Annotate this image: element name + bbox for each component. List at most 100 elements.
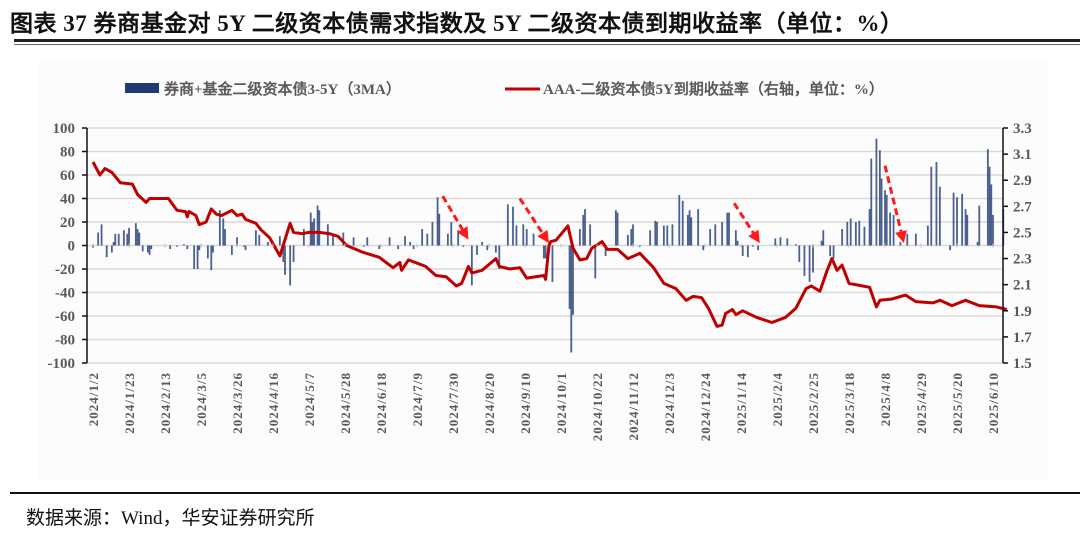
bar [542,245,545,259]
bar [849,218,852,246]
bar [803,245,806,277]
bar [551,245,554,282]
bar [568,245,571,309]
right-axis-tick-label: 1.9 [1013,304,1032,320]
bar [258,234,261,246]
bar [242,245,245,247]
bar [193,245,196,269]
bar [697,209,700,246]
bar [128,227,130,246]
x-axis-tick-label: 2024/8/20 [482,372,497,434]
bar [868,209,871,246]
bar [404,236,406,246]
left-axis-tick-label: -60 [55,309,75,325]
bar [421,229,424,246]
arrow-head-icon [457,226,469,240]
bar [616,212,619,246]
bar [584,209,586,246]
bar [512,206,514,246]
source-note: 数据来源：Wind，华安证券研究所 [26,508,315,529]
bar [938,186,941,246]
bar [412,245,415,250]
bar [935,162,938,246]
bar [878,150,881,246]
bar [309,212,312,246]
bar [978,205,981,246]
bar [476,245,478,255]
bar [438,213,441,246]
bar [378,245,381,250]
bar [470,245,473,286]
bar [786,238,789,246]
bar [630,229,633,246]
left-axis-tick-label: -100 [48,356,76,372]
bar [236,237,238,246]
line-series [91,161,1008,328]
bar [820,240,823,246]
left-axis-tick-label: 100 [53,121,76,137]
x-axis-tick-label: 2025/5/20 [950,372,965,434]
bar [666,225,669,246]
bar [446,233,449,246]
bar [990,184,993,246]
arrow-head-icon [895,230,907,244]
x-axis-tick-label: 2024/7/9 [410,372,425,426]
bar [362,245,365,247]
bar [885,194,888,246]
x-axis-tick-label: 2024/12/24 [698,372,713,441]
bar [741,245,744,257]
bar [224,229,226,246]
bar [649,230,652,246]
bar [961,193,964,246]
bar [198,245,201,251]
x-axis-tick-label: 2024/10/1 [554,372,569,434]
bar [884,190,886,246]
bar [316,205,319,246]
x-axis-tick-label: 2024/11/12 [626,372,641,441]
bar [949,245,952,251]
bar [481,241,484,246]
bar [100,224,103,246]
x-axis-tick-label: 2024/4/16 [266,372,281,434]
legend-bar-label: 券商+基金二级资本债3-5Y（3MA） [164,80,401,98]
dashed-arrow-shaft [732,202,755,234]
x-axis-tick-label: 2024/7/30 [446,372,461,434]
bar [318,210,321,246]
x-axis-tick-label: 2024/9/10 [518,372,533,434]
bar [182,244,185,246]
title-divider [14,39,1080,42]
bar [462,245,465,247]
dashed-arrow-shaft [518,197,544,234]
chart-background [38,60,1048,480]
dashed-arrow-shaft [883,165,903,232]
right-axis-tick-label: 2.7 [1013,199,1032,215]
bar [212,245,214,253]
left-axis-tick-label: 0 [68,239,76,255]
bar [832,245,835,259]
bar [734,230,737,246]
axes: 100 80 60 40 20 0 -20 -40 -60 -80 -100 3.3 3.1 2.9 2.7… [48,121,1033,441]
left-axis-tick-label: 60 [60,168,75,184]
x-axis-tick-label: 2024/2/13 [158,372,173,434]
bar [726,212,729,246]
x-axis-tick-label: 2024/3/5 [194,372,209,426]
bar [870,158,873,246]
bar [105,245,108,258]
bar [746,245,749,258]
bar [494,245,497,253]
legend-line-label: AAA-二级资本债5Y到期收益率（右轴，单位：%） [543,80,884,98]
bar [138,232,141,246]
bar [721,222,724,246]
bar [176,245,178,247]
bar [525,229,528,246]
bar [210,245,213,271]
right-axis-tick-label: 1.5 [1013,356,1032,372]
bar [863,226,866,246]
bar [282,245,285,262]
bar [431,222,434,246]
bar [798,245,801,262]
right-axis-tick-label: 2.1 [1013,278,1032,294]
arrow-head-icon [537,229,549,244]
bar [892,214,895,246]
bar [254,230,257,246]
